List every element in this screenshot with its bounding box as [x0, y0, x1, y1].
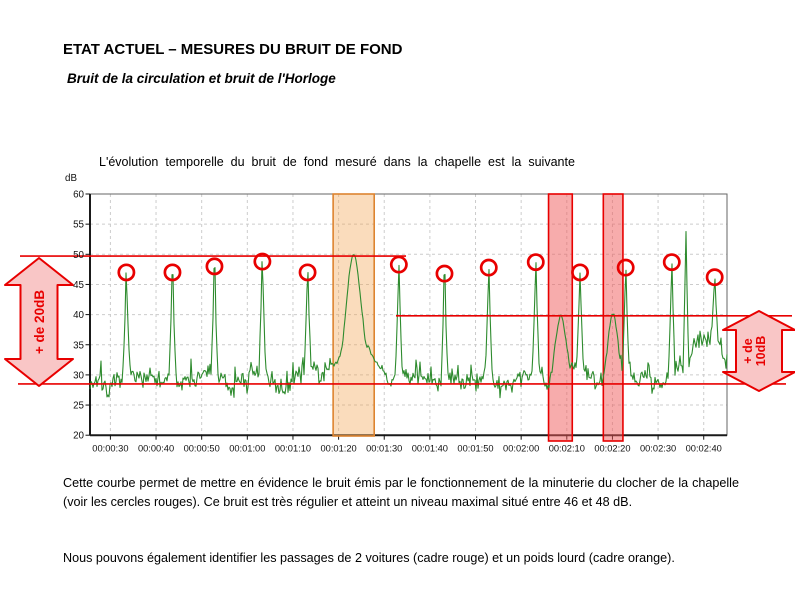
- arrow-plus-10db-label: + de10dB: [741, 336, 768, 367]
- clock-tick-circles: [117, 252, 724, 287]
- noise-level-chart: + de 20dB + de10dB 20 25 30 35 40 45 50 55 60 dB 00:…: [4, 173, 795, 454]
- arrow-plus-20db: [4, 257, 74, 387]
- arrow-plus-10db: [722, 310, 795, 392]
- clock-tick-circle: [435, 264, 454, 283]
- clock-tick-circle: [389, 255, 408, 274]
- cadre-rouge-2: [602, 193, 624, 442]
- svg-text:30: 30: [73, 370, 84, 381]
- grid: [90, 194, 727, 436]
- svg-text:00:01:00: 00:01:00: [229, 444, 265, 454]
- arrow-plus-20db-label: + de 20dB: [32, 290, 47, 354]
- svg-text:35: 35: [73, 340, 84, 351]
- clock-tick-circle: [253, 252, 272, 271]
- clock-tick-circle: [205, 257, 224, 276]
- noise-waveform: [89, 230, 728, 399]
- svg-text:00:01:20: 00:01:20: [320, 444, 356, 454]
- clock-tick-circle: [616, 258, 635, 277]
- clock-tick-circle: [163, 263, 182, 282]
- analysis-paragraph-vehicles: Nous pouvons également identifier les pa…: [63, 551, 675, 565]
- clock-tick-circle: [705, 268, 724, 287]
- svg-text:00:01:50: 00:01:50: [457, 444, 493, 454]
- svg-text:00:01:30: 00:01:30: [366, 444, 402, 454]
- clock-tick-circle: [526, 253, 545, 272]
- x-axis-labels: 00:00:30 00:00:40 00:00:50 00:01:00 00:01:10…: [92, 444, 722, 454]
- svg-text:00:02:00: 00:02:00: [503, 444, 539, 454]
- svg-text:00:02:30: 00:02:30: [640, 444, 676, 454]
- svg-text:00:02:20: 00:02:20: [594, 444, 630, 454]
- clock-tick-circle: [117, 263, 136, 282]
- clock-tick-circle: [479, 258, 498, 277]
- svg-text:60: 60: [73, 190, 84, 201]
- svg-text:20: 20: [73, 431, 84, 442]
- page-title: ETAT ACTUEL – MESURES DU BRUIT DE FOND: [63, 41, 403, 58]
- y-axis-unit-label: dB: [65, 173, 77, 184]
- page-subtitle: Bruit de la circulation et bruit de l'Ho…: [67, 71, 336, 86]
- svg-text:00:00:50: 00:00:50: [184, 444, 220, 454]
- clock-tick-circle: [571, 263, 589, 282]
- clock-tick-circle: [298, 263, 317, 282]
- svg-text:50: 50: [73, 250, 84, 261]
- svg-text:40: 40: [73, 310, 84, 321]
- svg-text:25: 25: [73, 401, 84, 412]
- svg-text:55: 55: [73, 220, 84, 231]
- clock-tick-circle: [662, 253, 681, 272]
- svg-text:00:01:40: 00:01:40: [412, 444, 448, 454]
- y-axis-labels: 20 25 30 35 40 45 50 55 60: [73, 190, 84, 442]
- svg-text:00:02:40: 00:02:40: [686, 444, 722, 454]
- cadre-rouge-1: [547, 193, 574, 442]
- analysis-paragraph-clock: Cette courbe permet de mettre en évidenc…: [63, 476, 739, 509]
- svg-text:00:01:10: 00:01:10: [275, 444, 311, 454]
- svg-text:00:00:30: 00:00:30: [92, 444, 128, 454]
- svg-text:00:00:40: 00:00:40: [138, 444, 174, 454]
- svg-text:00:02:10: 00:02:10: [549, 444, 585, 454]
- svg-text:45: 45: [73, 280, 84, 291]
- chart-caption: L'évolution temporelle du bruit de fond …: [99, 155, 575, 169]
- cadre-orange: [332, 193, 375, 437]
